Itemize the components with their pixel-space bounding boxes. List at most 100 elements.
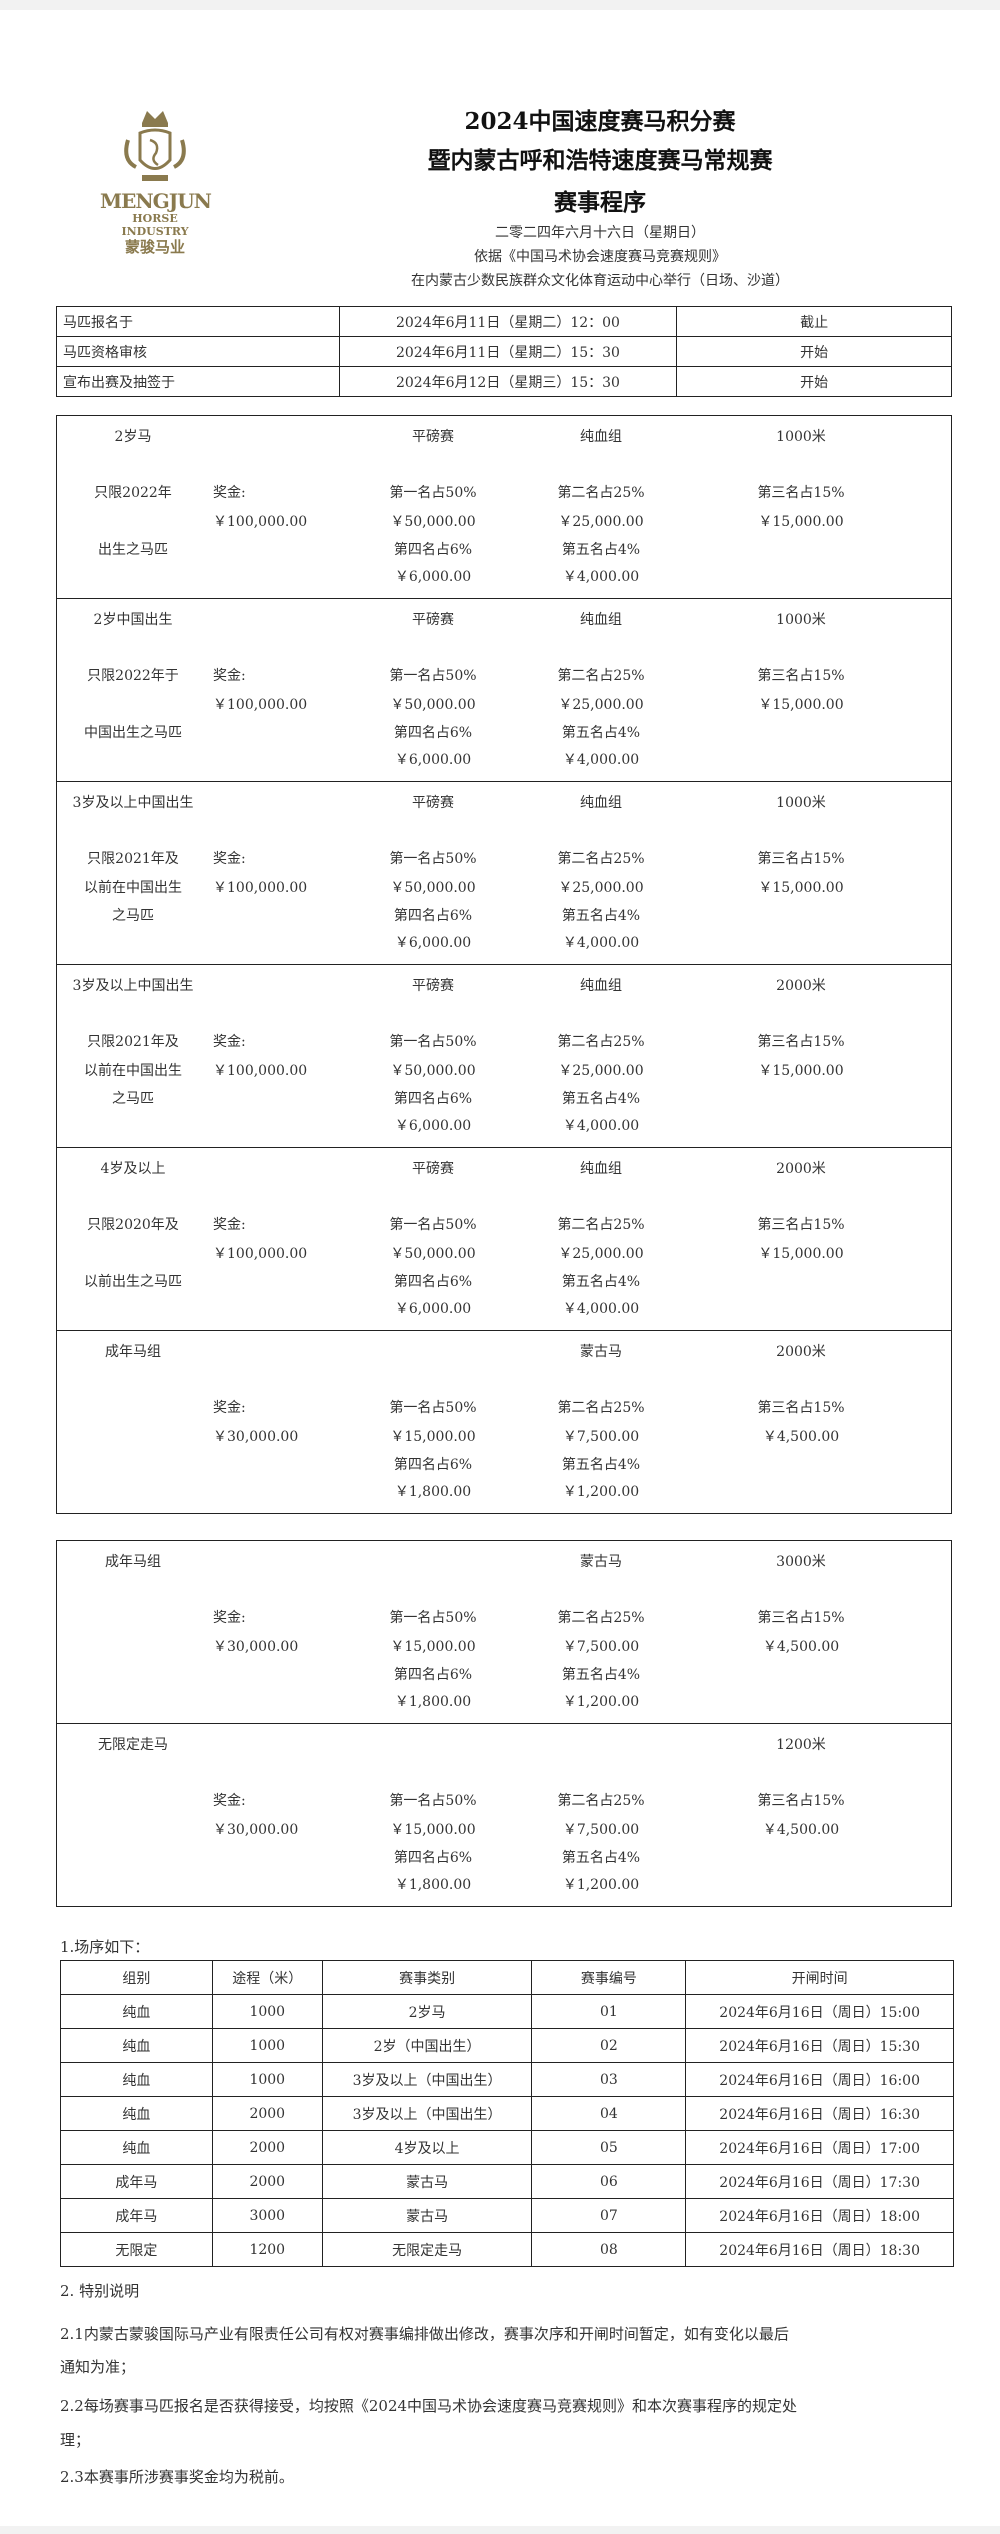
top-edge (0, 0, 1000, 10)
distance-cell: 1200 (211, 2232, 323, 2267)
place-4-share: 第四名占6% (393, 1091, 473, 1107)
distance-cell: 1000 (211, 2062, 323, 2097)
eligibility-line: 中国出生之马匹 (84, 725, 182, 741)
deadline-time: 2024年6月12日（星期三）15：30 (338, 366, 678, 397)
deadline-table: 马匹报名于 2024年6月11日（星期二）12：00 截止 马匹资格审核 2024年6月… (56, 306, 952, 397)
race-type: 平磅赛 (412, 612, 454, 628)
note-line: 通知为准； (60, 2358, 136, 2376)
distance-cell: 2000 (211, 2096, 323, 2131)
total-prize: ￥30,000.00 (213, 1429, 299, 1445)
start-time-cell: 2024年6月16日（周日）17:30 (685, 2164, 954, 2199)
eligibility-line: 只限2021年及 (87, 851, 179, 867)
crest-icon (124, 111, 186, 181)
place-2-share: 第二名占25% (557, 1610, 645, 1626)
place-1-prize: ￥15,000.00 (390, 1429, 476, 1445)
column-header: 组别 (60, 1960, 213, 1995)
schedule-row: 纯血 1000 2岁马 01 2024年6月16日（周日）15:00 (60, 1994, 954, 2029)
category-cell: 3岁及以上（中国出生） (321, 2096, 533, 2131)
place-3-prize: ￥15,000.00 (758, 1063, 844, 1079)
place-2-prize: ￥7,500.00 (562, 1822, 640, 1838)
distance-cell: 2000 (211, 2164, 323, 2199)
race-group: 纯血组 (580, 612, 622, 628)
race-name: 成年马组 (105, 1344, 161, 1360)
eligibility-line: 只限2020年及 (87, 1217, 179, 1233)
schedule-row: 纯血 2000 4岁及以上 05 2024年6月16日（周日）17:00 (60, 2130, 954, 2165)
prize-label: 奖金: (213, 1217, 246, 1233)
place-1-share: 第一名占50% (389, 485, 477, 501)
deadline-time: 2024年6月11日（星期二）15：30 (338, 336, 678, 367)
eligibility-line: 以前在中国出生 (84, 1063, 182, 1079)
place-2-share: 第二名占25% (557, 851, 645, 867)
deadline-status: 开始 (676, 366, 952, 397)
deadline-status: 截止 (676, 306, 952, 337)
race-section: 2岁中国出生 平磅赛 纯血组 1000米 只限2022年于 中国出生之马匹 奖金: ￥100,… (57, 599, 951, 782)
place-2-share: 第二名占25% (557, 485, 645, 501)
race-name: 2岁中国出生 (93, 612, 173, 628)
start-time-cell: 2024年6月16日（周日）17:00 (685, 2130, 954, 2165)
deadline-item: 宣布出赛及抽签于 (56, 366, 340, 397)
deadline-item: 马匹报名于 (56, 306, 340, 337)
prize-label: 奖金: (213, 485, 246, 501)
place-2-share: 第二名占25% (557, 668, 645, 684)
place-4-prize: ￥1,800.00 (394, 1694, 472, 1710)
group-cell: 纯血 (60, 2028, 213, 2063)
total-prize: ￥30,000.00 (213, 1639, 299, 1655)
place-5-share: 第五名占4% (561, 725, 641, 741)
category-cell: 蒙古马 (321, 2164, 533, 2199)
place-5-share: 第五名占4% (561, 1667, 641, 1683)
race-group: 纯血组 (580, 429, 622, 445)
place-3-prize: ￥15,000.00 (758, 880, 844, 896)
eligibility-line: 只限2022年于 (87, 668, 179, 684)
distance-cell: 1000 (211, 2028, 323, 2063)
prize-label: 奖金: (213, 1034, 246, 1050)
race-group: 蒙古马 (580, 1344, 622, 1360)
race-group: 纯血组 (580, 978, 622, 994)
place-4-prize: ￥6,000.00 (394, 1301, 472, 1317)
total-prize: ￥100,000.00 (213, 1063, 308, 1079)
place-3-prize: ￥4,500.00 (762, 1822, 840, 1838)
race-type: 平磅赛 (412, 1161, 454, 1177)
group-cell: 成年马 (60, 2164, 213, 2199)
event-date: 二零二四年六月十六日（星期日） (495, 225, 705, 241)
race-distance: 1200米 (776, 1737, 826, 1753)
schedule-row: 纯血 1000 3岁及以上（中国出生） 03 2024年6月16日（周日）16:00 (60, 2062, 954, 2097)
place-1-share: 第一名占50% (389, 668, 477, 684)
place-4-prize: ￥1,800.00 (394, 1484, 472, 1500)
place-1-prize: ￥15,000.00 (390, 1822, 476, 1838)
place-3-prize: ￥15,000.00 (758, 514, 844, 530)
place-2-prize: ￥7,500.00 (562, 1429, 640, 1445)
distance-cell: 1000 (211, 1994, 323, 2029)
place-1-share: 第一名占50% (389, 1610, 477, 1626)
place-3-share: 第三名占15% (757, 1793, 845, 1809)
eligibility-line: 以前出生之马匹 (84, 1274, 182, 1290)
schedule-row: 成年马 3000 蒙古马 07 2024年6月16日（周日）18:00 (60, 2198, 954, 2233)
race-name: 3岁及以上中国出生 (72, 978, 194, 994)
place-4-share: 第四名占6% (393, 725, 473, 741)
race-number-cell: 02 (531, 2028, 687, 2063)
place-1-share: 第一名占50% (389, 1034, 477, 1050)
logo-text-sub: HORSE INDUSTRY (121, 212, 189, 238)
deadline-time: 2024年6月11日（星期二）12：00 (338, 306, 678, 337)
place-4-share: 第四名占6% (393, 1274, 473, 1290)
notes-heading: 2. 特别说明 (60, 2282, 140, 2300)
place-1-prize: ￥50,000.00 (390, 697, 476, 713)
race-name: 4岁及以上 (100, 1161, 166, 1177)
title-line-2: 暨内蒙古呼和浩特速度赛马常规赛 (427, 147, 773, 174)
place-2-prize: ￥25,000.00 (558, 1246, 644, 1262)
place-1-prize: ￥50,000.00 (390, 1063, 476, 1079)
start-time-cell: 2024年6月16日（周日）16:00 (685, 2062, 954, 2097)
eligibility-line: 之马匹 (112, 1091, 154, 1107)
logo: MENGJUN HORSE INDUSTRY 蒙骏马业 (100, 105, 212, 256)
place-2-share: 第二名占25% (557, 1793, 645, 1809)
race-name: 成年马组 (105, 1554, 161, 1570)
race-name: 2岁马 (114, 429, 152, 445)
place-1-prize: ￥15,000.00 (390, 1639, 476, 1655)
place-1-share: 第一名占50% (389, 1217, 477, 1233)
column-header: 途程（米） (211, 1960, 323, 1995)
race-section: 3岁及以上中国出生 平磅赛 纯血组 1000米 只限2021年及 以前在中国出生 之马匹 奖金… (57, 782, 951, 965)
note-line: 2.1内蒙古蒙骏国际马产业有限责任公司有权对赛事编排做出修改，赛事次序和开闸时间… (60, 2325, 789, 2343)
race-conditions-box-2: 成年马组 蒙古马 3000米 奖金: ￥30,000.00 第一名占50% ￥15,000.… (56, 1540, 952, 1907)
place-4-prize: ￥1,800.00 (394, 1877, 472, 1893)
place-2-share: 第二名占25% (557, 1034, 645, 1050)
prize-label: 奖金: (213, 668, 246, 684)
